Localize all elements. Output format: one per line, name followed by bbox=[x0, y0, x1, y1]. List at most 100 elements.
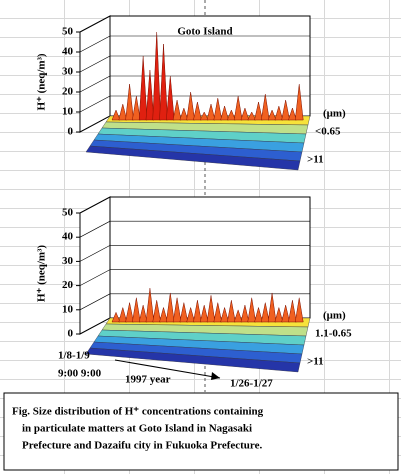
spike bbox=[260, 93, 270, 121]
grid-line bbox=[79, 35, 111, 53]
spike bbox=[145, 69, 155, 121]
spike bbox=[240, 305, 250, 323]
spike bbox=[132, 297, 141, 323]
spike bbox=[199, 111, 209, 121]
grid-line bbox=[79, 115, 111, 133]
spike bbox=[213, 302, 223, 323]
spike bbox=[118, 306, 128, 323]
size-label: 1.1-0.65 bbox=[315, 328, 352, 340]
x-axis-label: 1997 year bbox=[125, 374, 171, 386]
spike bbox=[260, 302, 270, 323]
spike bbox=[247, 297, 257, 323]
side-wall bbox=[79, 15, 111, 133]
spike bbox=[206, 295, 216, 323]
chart-title: Goto Island bbox=[177, 26, 232, 38]
spike bbox=[165, 292, 175, 323]
spike bbox=[159, 306, 168, 323]
spike bbox=[267, 109, 277, 121]
x-arrow-head bbox=[211, 372, 220, 380]
spike bbox=[274, 306, 284, 323]
y-tick-label: 0 bbox=[68, 328, 74, 340]
spike bbox=[281, 305, 290, 323]
grid-line bbox=[79, 220, 111, 238]
grid-line bbox=[79, 15, 111, 33]
y-tick-label: 40 bbox=[62, 231, 74, 243]
spike bbox=[179, 302, 189, 323]
start-label: 1/8-1/9 bbox=[58, 350, 90, 362]
y-axis-label: H⁺ (neq/m³) bbox=[36, 245, 48, 302]
caption-line: Fig. Size distribution of H⁺ concentrati… bbox=[12, 406, 264, 418]
spike bbox=[193, 101, 202, 121]
spike bbox=[220, 306, 229, 323]
spike bbox=[159, 43, 168, 121]
spike bbox=[226, 109, 236, 121]
floor-band bbox=[85, 347, 301, 373]
spike bbox=[186, 306, 195, 323]
spike bbox=[179, 107, 189, 121]
size-label: >11 bbox=[307, 356, 324, 368]
y-tick-label: 40 bbox=[62, 46, 74, 58]
spike bbox=[152, 300, 162, 323]
back-wall bbox=[109, 196, 311, 319]
floor-band bbox=[85, 145, 301, 171]
grid-line bbox=[79, 269, 111, 286]
grid-line bbox=[79, 245, 111, 262]
spike bbox=[206, 103, 216, 121]
size-unit: (μm) bbox=[323, 310, 346, 322]
spike bbox=[294, 297, 304, 323]
y-tick-label: 10 bbox=[62, 106, 74, 118]
x-arrow bbox=[114, 359, 221, 379]
spike bbox=[166, 75, 175, 121]
grid-line bbox=[79, 196, 111, 214]
spike bbox=[193, 300, 202, 323]
size-label: >11 bbox=[307, 154, 324, 166]
spike bbox=[125, 83, 134, 121]
y-tick-label: 0 bbox=[68, 126, 74, 138]
spike bbox=[220, 105, 229, 121]
spike bbox=[125, 302, 134, 323]
caption-line: in particulate matters at Goto Island in… bbox=[22, 423, 252, 435]
end-label: 1/26-1/27 bbox=[230, 378, 273, 390]
spike bbox=[111, 109, 121, 121]
y-tick-label: 20 bbox=[62, 86, 74, 98]
size-unit: (μm) bbox=[323, 108, 346, 120]
spike bbox=[138, 55, 148, 121]
y-tick-label: 50 bbox=[62, 26, 74, 38]
spike bbox=[294, 83, 304, 121]
spike bbox=[233, 95, 243, 121]
spike bbox=[274, 105, 284, 121]
spike bbox=[186, 91, 195, 121]
spike bbox=[288, 107, 297, 121]
y-tick-label: 30 bbox=[62, 66, 74, 78]
spike bbox=[254, 306, 263, 323]
y-tick-label: 10 bbox=[62, 303, 74, 315]
spike bbox=[138, 305, 148, 323]
caption-box bbox=[3, 392, 399, 471]
spike bbox=[288, 300, 297, 323]
grid-line bbox=[79, 95, 111, 113]
grid-line bbox=[79, 75, 111, 93]
spike bbox=[172, 297, 182, 323]
y-tick-label: 50 bbox=[62, 207, 74, 219]
grid-line bbox=[79, 293, 111, 311]
spike bbox=[199, 305, 209, 323]
start-time: 9:00 9:00 bbox=[58, 368, 102, 380]
y-tick-label: 30 bbox=[62, 255, 74, 267]
spike bbox=[254, 101, 263, 121]
spike bbox=[247, 111, 257, 121]
spike bbox=[240, 107, 250, 121]
spike bbox=[267, 292, 277, 323]
spike bbox=[132, 95, 141, 121]
spike bbox=[281, 99, 290, 121]
grid-line bbox=[79, 55, 111, 73]
y-axis-label: H⁺ (neq/m³) bbox=[36, 53, 48, 110]
y-tick-label: 20 bbox=[62, 279, 74, 291]
spike bbox=[111, 311, 121, 323]
caption-line: Prefecture and Dazaifu city in Fukuoka P… bbox=[22, 440, 262, 452]
grid-line bbox=[79, 317, 111, 335]
spike bbox=[152, 31, 161, 121]
spike bbox=[145, 288, 155, 323]
side-wall bbox=[79, 196, 111, 335]
